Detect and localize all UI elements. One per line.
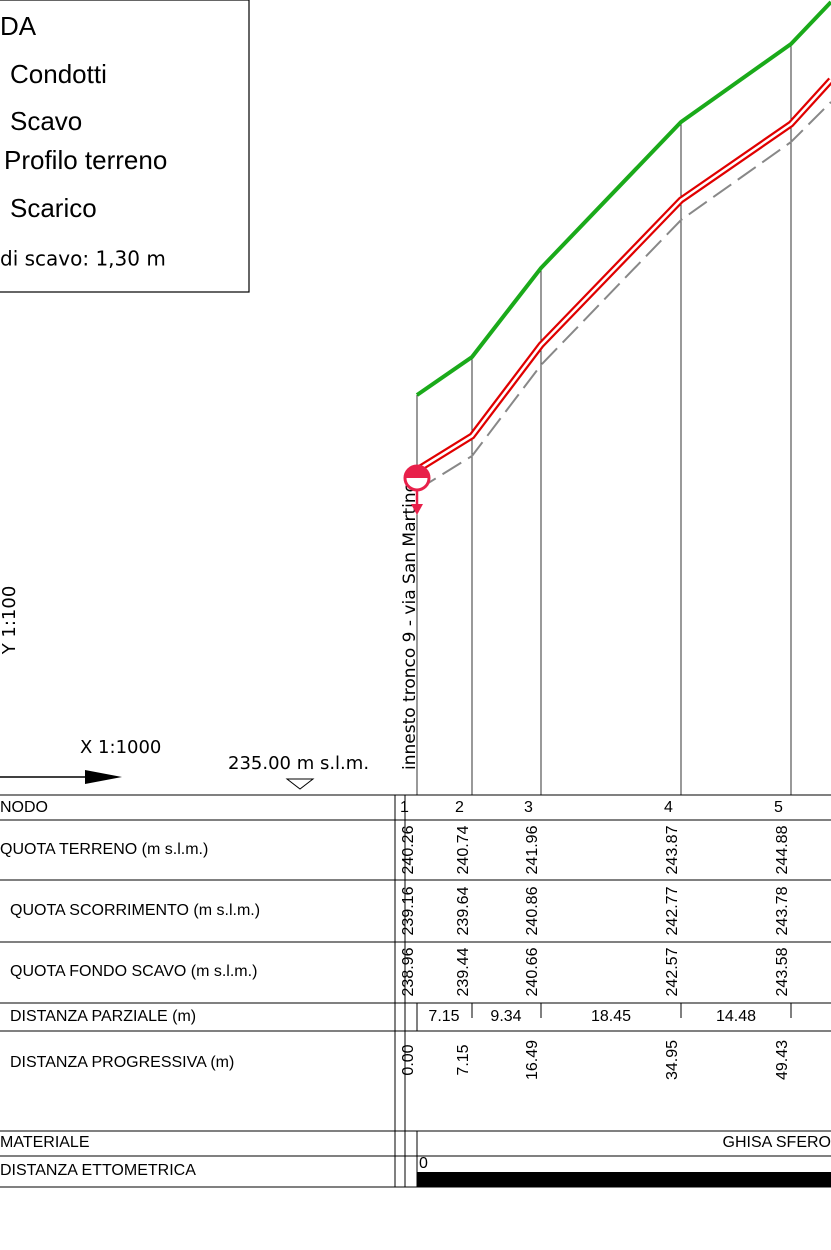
material: GHISA SFERO (723, 1134, 831, 1151)
legend-item: Condotti (10, 59, 107, 89)
scale-y: Y 1:100 (0, 586, 20, 656)
rotated-value: 239.16 (400, 886, 417, 935)
outlet-symbol (403, 464, 431, 515)
rotated-value: 239.64 (455, 886, 472, 935)
partial-distance: 7.15 (428, 1008, 459, 1025)
rotated-value: 239.44 (455, 947, 472, 996)
node-verticals (416, 44, 792, 795)
progressive-distance: 49.43 (774, 1040, 791, 1080)
rotated-value: 243.87 (664, 825, 681, 874)
rotated-value: 240.66 (524, 947, 541, 996)
partial-distance: 9.34 (490, 1008, 521, 1025)
rotated-value: 240.74 (455, 825, 472, 874)
node-number: 3 (524, 799, 533, 816)
partial-distance: 18.45 (591, 1008, 631, 1025)
node-number: 5 (774, 799, 783, 816)
datum: 235.00 m s.l.m. (228, 753, 369, 774)
branch-label: innesto tronco 9 - via San Martino (400, 482, 420, 770)
progressive-distance: 0.00 (400, 1044, 417, 1075)
row-label: QUOTA TERRENO (m s.l.m.) (0, 841, 208, 858)
rotated-value: 238.96 (400, 947, 417, 996)
row-label: DISTANZA PROGRESSIVA (m) (10, 1054, 234, 1071)
row-label: NODO (0, 799, 48, 816)
rotated-value: 240.86 (524, 886, 541, 935)
rotated-value: 243.78 (774, 886, 791, 935)
rotated-value: 243.58 (774, 947, 791, 996)
rotated-value: 241.96 (524, 825, 541, 874)
legend-note: di scavo: 1,30 m (0, 247, 166, 271)
rotated-value: 242.77 (664, 886, 681, 935)
progressive-distance: 34.95 (664, 1040, 681, 1080)
legend-box (0, 0, 250, 293)
node-number: 2 (455, 799, 464, 816)
legend-item: Scarico (10, 193, 97, 223)
legend-title: DA (0, 11, 37, 41)
excavation-profile (416, 101, 831, 491)
progressive-distance: 16.49 (524, 1040, 541, 1080)
legend-item: Profilo terreno (4, 145, 167, 175)
row-label: DISTANZA PARZIALE (m) (10, 1008, 196, 1025)
rotated-value: 244.88 (774, 825, 791, 874)
row-label: QUOTA FONDO SCAVO (m s.l.m.) (10, 963, 257, 980)
progressive-distance: 7.15 (455, 1044, 472, 1075)
terrain-profile (415, 0, 831, 397)
pipe-inner (416, 79, 831, 472)
scale-arrowhead (85, 770, 122, 784)
legend-item: Scavo (10, 106, 82, 136)
ettometric-bar (417, 1172, 831, 1187)
row-label: DISTANZA ETTOMETRICA (0, 1162, 196, 1179)
ettometric-zero: 0 (419, 1155, 428, 1172)
datum-marker (285, 778, 315, 790)
row-label: QUOTA SCORRIMENTO (m s.l.m.) (10, 902, 260, 919)
table-grid (0, 794, 831, 1188)
scale-x: X 1:1000 (80, 737, 161, 758)
node-number: 1 (400, 799, 409, 816)
node-number: 4 (664, 799, 673, 816)
row-label: MATERIALE (0, 1134, 90, 1151)
partial-distance: 14.48 (716, 1008, 756, 1025)
rotated-value: 240.26 (400, 825, 417, 874)
rotated-value: 242.57 (664, 947, 681, 996)
